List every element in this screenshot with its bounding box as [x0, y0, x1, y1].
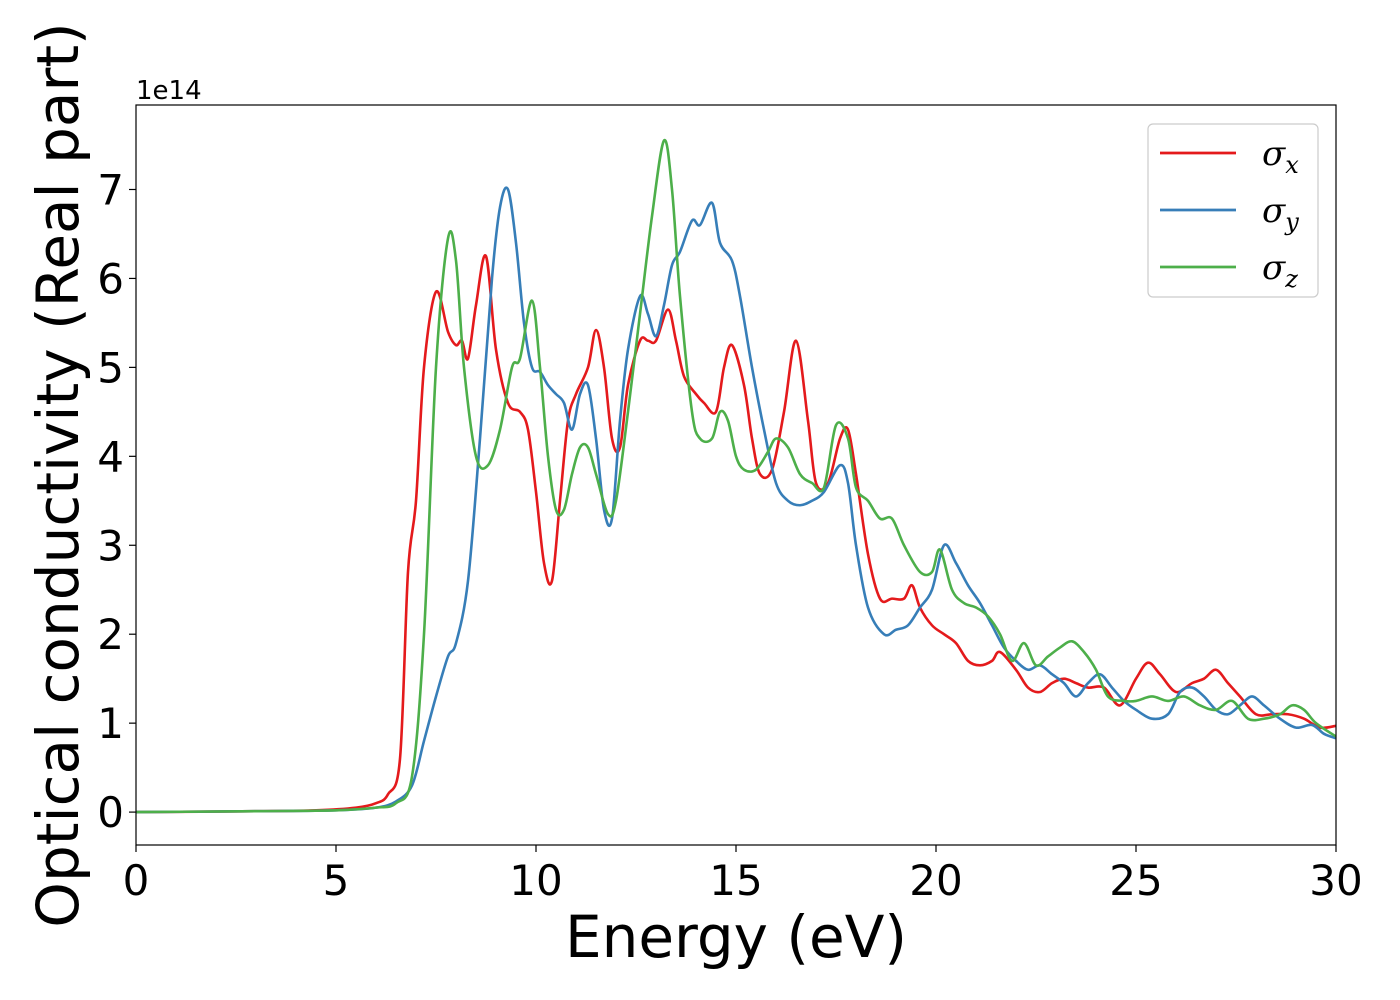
x-tick-label: 15 — [709, 856, 762, 905]
y-tick-label: 7 — [97, 165, 124, 214]
x-axis: 0 5 10 15 20 25 30 — [123, 845, 1363, 905]
y-tick-label: 1 — [97, 699, 124, 748]
y-tick-label: 5 — [97, 343, 124, 392]
x-tick-label: 20 — [909, 856, 962, 905]
y-tick-label: 6 — [97, 254, 124, 303]
x-tick-label: 0 — [123, 856, 150, 905]
x-axis-title: Energy (eV) — [565, 903, 907, 971]
y-axis: 0 1 2 3 4 5 6 7 — [97, 165, 136, 837]
x-tick-label: 10 — [509, 856, 562, 905]
x-tick-label: 5 — [323, 856, 350, 905]
series-layer — [136, 139, 1336, 814]
y-tick-label: 4 — [97, 432, 124, 481]
y-offset-text: 1e14 — [136, 76, 202, 106]
y-tick-label: 0 — [97, 788, 124, 837]
legend-symbol: σ — [1262, 191, 1286, 231]
legend-symbol: σ — [1262, 248, 1286, 288]
legend-subscript: z — [1284, 265, 1298, 293]
legend-subscript: x — [1285, 151, 1299, 179]
x-tick-label: 25 — [1109, 856, 1162, 905]
legend-symbol: σ — [1262, 134, 1286, 174]
y-tick-label: 3 — [97, 521, 124, 570]
series-line-z — [136, 139, 1336, 814]
legend-label-x: σx — [1262, 134, 1299, 179]
legend-label-y: σy — [1262, 191, 1299, 236]
series-line-y — [136, 186, 1336, 814]
y-axis-title: Optical conductivity (Real part) — [24, 22, 92, 927]
legend-subscript: y — [1284, 208, 1299, 236]
legend-label-z: σz — [1262, 248, 1298, 293]
series-line-x — [136, 254, 1336, 814]
x-tick-label: 30 — [1309, 856, 1362, 905]
y-tick-label: 2 — [97, 610, 124, 659]
